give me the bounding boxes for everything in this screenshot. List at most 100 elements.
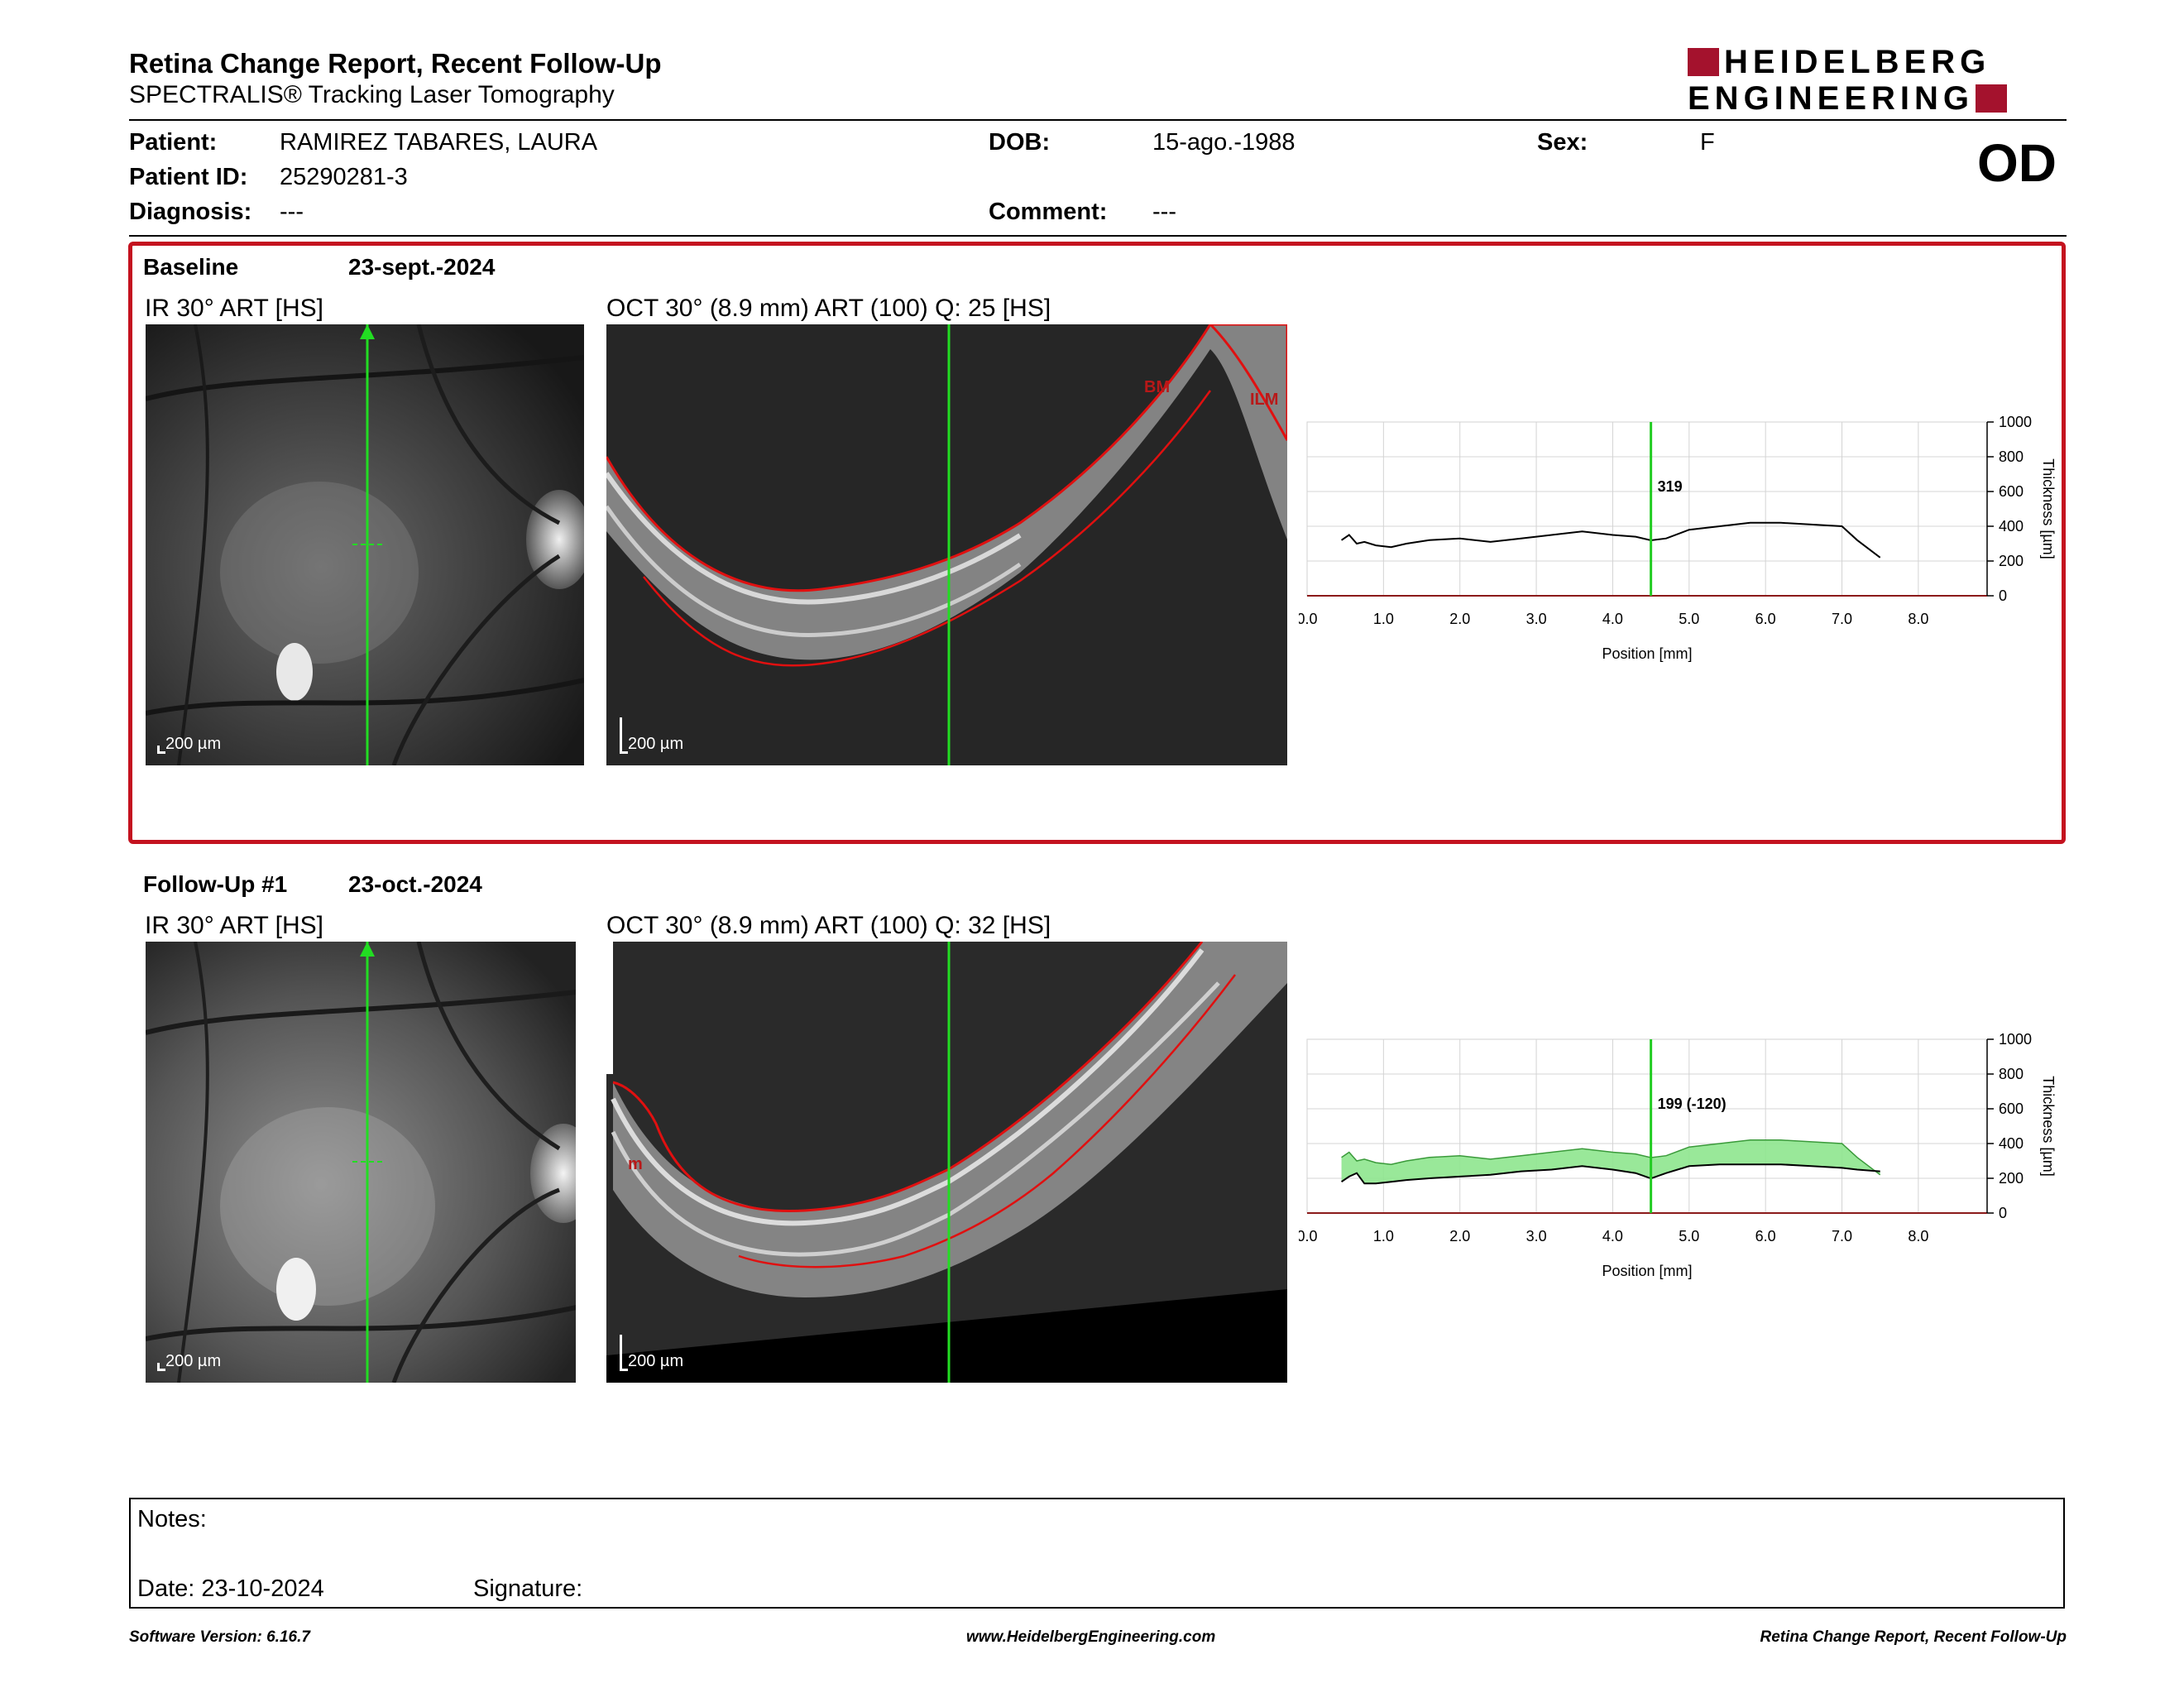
followup-chart-baseline-series-line bbox=[1341, 1139, 1881, 1176]
baseline-layer-bm: BM bbox=[1144, 378, 1170, 396]
baseline-oct-scale-bar: 200 µm bbox=[620, 717, 684, 754]
followup-chart-x-tick-label: 7.0 bbox=[1832, 1228, 1852, 1244]
baseline-ir-fundus-image[interactable]: 200 µm bbox=[146, 324, 584, 765]
followup-chart-y-tick-label: 200 bbox=[1999, 1170, 2024, 1187]
followup-chart-x-tick-label: 2.0 bbox=[1449, 1228, 1470, 1244]
baseline-thickness-chart: 0.0 1.0 2.0 3.0 4.0 5.0 6.0 7.0 8.0 0 200 400 600 800… bbox=[1299, 414, 2057, 662]
baseline-date: 23-sept.-2024 bbox=[348, 254, 496, 280]
baseline-ir-fundus-graphic bbox=[146, 324, 584, 765]
logo-square bbox=[1976, 84, 2008, 113]
baseline-chart-x-tick-label: 0.0 bbox=[1299, 611, 1318, 627]
followup-chart-plot-area bbox=[1306, 1038, 1988, 1214]
patient-divider bbox=[129, 235, 2067, 237]
followup-thickness-chart: 0.0 1.0 2.0 3.0 4.0 5.0 6.0 7.0 8.0 0 200 400 600 800… bbox=[1299, 1031, 2057, 1279]
followup-chart-x-tick-label: 8.0 bbox=[1908, 1228, 1928, 1244]
followup-chart-marker-label: 199 (-120) bbox=[1658, 1096, 1727, 1112]
footer-report-name: Retina Change Report, Recent Follow-Up bbox=[1760, 1628, 2067, 1646]
report-subtitle: SPECTRALIS® Tracking Laser Tomography bbox=[129, 81, 615, 108]
baseline-ir-scale-label: 200 µm bbox=[165, 735, 222, 753]
diagnosis-label: Diagnosis: bbox=[129, 199, 252, 225]
patient-id-value: 25290281-3 bbox=[280, 164, 408, 190]
patient-name: RAMIREZ TABARES, LAURA bbox=[280, 129, 598, 156]
heidelberg-logo-line2: ENGINEERING bbox=[1688, 80, 2008, 117]
baseline-chart-y-tick-label: 800 bbox=[1999, 448, 2024, 465]
baseline-layer-ilm: ILM bbox=[1250, 391, 1278, 409]
baseline-oct-scan-graphic: BM ILM bbox=[606, 324, 1287, 765]
followup-chart-x-tick-label: 3.0 bbox=[1526, 1228, 1547, 1244]
baseline-chart-y-tick-label: 0 bbox=[1999, 587, 2007, 604]
followup-chart-y-tick-label: 400 bbox=[1999, 1135, 2024, 1152]
baseline-chart-x-tick-label: 2.0 bbox=[1449, 611, 1470, 627]
notes-label: Notes: bbox=[137, 1506, 207, 1532]
notes-box[interactable]: Notes: Date: 23-10-2024 Signature: bbox=[129, 1498, 2065, 1609]
baseline-chart-x-tick-label: 7.0 bbox=[1832, 611, 1852, 627]
footer-software-version: Software Version: 6.16.7 bbox=[129, 1628, 310, 1646]
followup-chart-x-axis-label: Position [mm] bbox=[1602, 1263, 1692, 1279]
date-label: Date: 23-10-2024 bbox=[137, 1575, 324, 1602]
sex-value: F bbox=[1700, 129, 1715, 156]
footer-website-link[interactable]: www.HeidelbergEngineering.com bbox=[966, 1628, 1216, 1646]
patient-id-label: Patient ID: bbox=[129, 164, 248, 190]
baseline-chart-y-tick-label: 600 bbox=[1999, 483, 2024, 500]
baseline-chart-marker-label: 319 bbox=[1658, 478, 1683, 495]
baseline-chart-x-tick-label: 5.0 bbox=[1679, 611, 1699, 627]
baseline-label: Baseline bbox=[143, 254, 239, 280]
followup-oct-scale-label: 200 µm bbox=[628, 1352, 684, 1370]
header-divider bbox=[129, 119, 2067, 121]
followup-ir-fundus-graphic bbox=[146, 942, 584, 1383]
baseline-chart-series-line bbox=[1340, 521, 1881, 559]
baseline-chart-x-tick-label: 8.0 bbox=[1908, 611, 1928, 627]
baseline-oct-scale-label: 200 µm bbox=[628, 735, 684, 753]
followup-ir-fundus-image[interactable]: 200 µm bbox=[146, 942, 584, 1383]
followup-chart-y-tick-label: 800 bbox=[1999, 1066, 2024, 1082]
baseline-chart-x-axis-label: Position [mm] bbox=[1602, 645, 1692, 662]
logo-text-heidelberg: HEIDELBERG bbox=[1724, 44, 1991, 80]
followup-oct-scan-image[interactable]: m 200 µm bbox=[606, 942, 1287, 1383]
followup-oct-label: OCT 30° (8.9 mm) ART (100) Q: 32 [HS] bbox=[606, 912, 1051, 939]
baseline-oct-label: OCT 30° (8.9 mm) ART (100) Q: 25 [HS] bbox=[606, 295, 1051, 322]
baseline-chart-x-tick-label: 3.0 bbox=[1526, 611, 1547, 627]
followup-chart-x-tick-label: 5.0 bbox=[1679, 1228, 1699, 1244]
baseline-chart-x-tick-label: 4.0 bbox=[1602, 611, 1623, 627]
signature-label: Signature: bbox=[473, 1575, 583, 1602]
comment-value: --- bbox=[1152, 199, 1176, 225]
followup-chart-y-axis-label: Thickness [µm] bbox=[2040, 1076, 2057, 1176]
followup-ir-scale-label: 200 µm bbox=[165, 1352, 222, 1370]
baseline-ir-label: IR 30° ART [HS] bbox=[145, 295, 323, 322]
followup-chart-x-tick-label: 6.0 bbox=[1755, 1228, 1776, 1244]
baseline-panel bbox=[128, 242, 2066, 844]
followup-chart-x-tick-label: 1.0 bbox=[1373, 1228, 1394, 1244]
sex-label: Sex: bbox=[1537, 129, 1588, 156]
baseline-chart-y-axis-label: Thickness [µm] bbox=[2040, 458, 2057, 559]
report-title: Retina Change Report, Recent Follow-Up bbox=[129, 48, 662, 79]
dob-label: DOB: bbox=[989, 129, 1051, 156]
followup-chart-difference-area bbox=[1341, 1139, 1880, 1184]
followup-chart-followup-series-line bbox=[1340, 1163, 1880, 1185]
baseline-chart-y-tick-label: 1000 bbox=[1999, 414, 2032, 430]
followup-label: Follow-Up #1 bbox=[143, 871, 288, 897]
followup-oct-scale-bar: 200 µm bbox=[620, 1335, 684, 1371]
followup-chart-y-tick-label: 0 bbox=[1999, 1205, 2007, 1221]
eye-indicator: OD bbox=[1977, 133, 2057, 193]
followup-ir-scale-bar: 200 µm bbox=[157, 1352, 221, 1371]
comment-label: Comment: bbox=[989, 199, 1108, 225]
followup-chart-x-tick-label: 4.0 bbox=[1602, 1228, 1623, 1244]
baseline-oct-scan-image[interactable]: BM ILM 200 µm bbox=[606, 324, 1287, 765]
followup-layer-m: m bbox=[628, 1155, 643, 1173]
logo-text-engineering: ENGINEERING bbox=[1688, 80, 1975, 117]
followup-chart-x-tick-label: 0.0 bbox=[1299, 1228, 1318, 1244]
followup-oct-scan-graphic: m bbox=[606, 942, 1287, 1383]
diagnosis-value: --- bbox=[280, 199, 304, 225]
heidelberg-logo-line1: HEIDELBERG bbox=[1688, 44, 1991, 80]
baseline-chart-y-tick-label: 400 bbox=[1999, 518, 2024, 535]
followup-chart-y-tick-label: 1000 bbox=[1999, 1031, 2032, 1048]
followup-chart-y-tick-label: 600 bbox=[1999, 1101, 2024, 1117]
dob-value: 15-ago.-1988 bbox=[1152, 129, 1296, 156]
baseline-chart-plot-area bbox=[1306, 421, 1988, 597]
patient-label: Patient: bbox=[129, 129, 218, 156]
baseline-chart-x-tick-label: 1.0 bbox=[1373, 611, 1394, 627]
baseline-chart-x-tick-label: 6.0 bbox=[1755, 611, 1776, 627]
followup-date: 23-oct.-2024 bbox=[348, 871, 482, 897]
baseline-ir-scale-bar: 200 µm bbox=[157, 735, 221, 754]
logo-square bbox=[1688, 48, 1719, 76]
